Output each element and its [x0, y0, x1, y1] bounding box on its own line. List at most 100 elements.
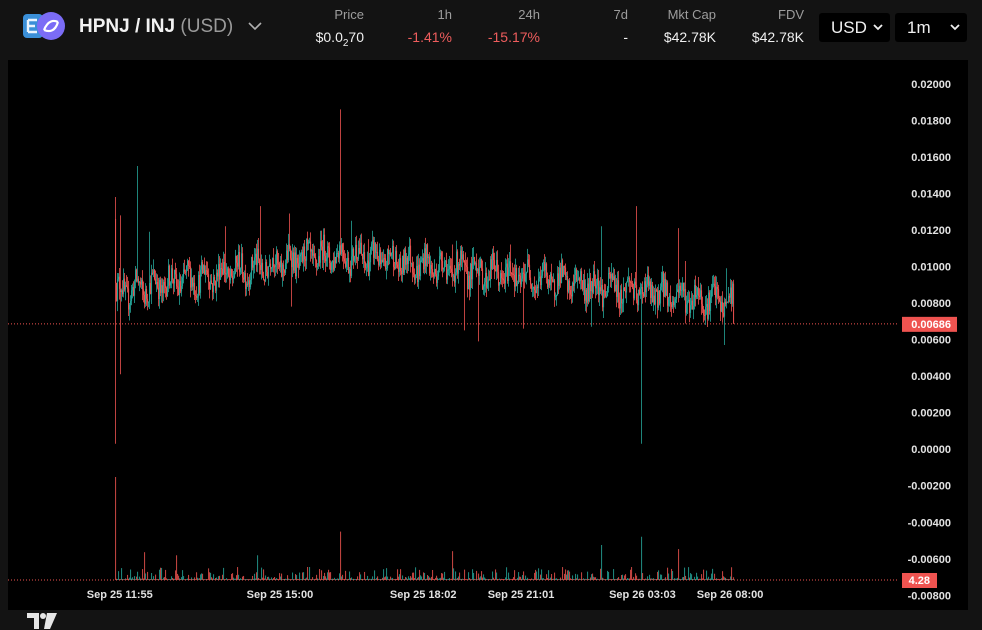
- candle-body: [568, 280, 570, 292]
- volume-bar: [209, 572, 211, 580]
- volume-bar: [274, 576, 276, 580]
- volume-bar: [514, 570, 516, 580]
- candle-body: [290, 248, 292, 259]
- candle-body: [236, 256, 238, 263]
- volume-bar: [155, 574, 157, 580]
- volume-bar: [669, 579, 671, 580]
- volume-bar: [277, 578, 279, 580]
- candle-body: [407, 257, 409, 264]
- volume-bar: [476, 570, 478, 580]
- candle-body: [372, 240, 374, 244]
- volume-bar: [244, 579, 246, 580]
- y-axis-tick-label: -0.00600: [908, 554, 951, 566]
- candle-body: [284, 270, 286, 273]
- volume-bar: [282, 579, 284, 580]
- candle-body: [579, 278, 581, 282]
- chevron-down-icon[interactable]: [247, 20, 263, 32]
- candle-body: [705, 306, 707, 316]
- volume-bar: [518, 572, 520, 580]
- candle-body: [182, 277, 184, 287]
- volume-bar: [631, 567, 633, 580]
- volume-bar: [649, 574, 651, 580]
- candle-body: [486, 272, 488, 288]
- candle-body: [364, 252, 366, 263]
- volume-bar: [123, 579, 125, 580]
- candle-body: [237, 262, 239, 267]
- candle-body: [254, 257, 256, 266]
- volume-bar: [374, 570, 376, 580]
- candle-body: [554, 280, 556, 297]
- candle-body: [251, 257, 253, 281]
- volume-bar: [233, 577, 235, 580]
- volume-bar: [609, 579, 611, 580]
- candle-body: [318, 256, 320, 267]
- candle-body: [169, 265, 171, 286]
- volume-bar: [468, 572, 470, 580]
- candle-body: [692, 300, 694, 310]
- candle-body: [192, 277, 194, 287]
- price-chart[interactable]: 0.02000 0.01800 0.01600 0.01400 0.01200 0.010…: [8, 60, 968, 610]
- candle-body: [207, 270, 209, 275]
- candle-body: [152, 272, 154, 274]
- stat-label: Price: [334, 7, 364, 22]
- volume-bar: [435, 577, 437, 580]
- candle-body: [120, 288, 122, 293]
- volume-bar: [216, 577, 218, 580]
- candle-body: [726, 301, 728, 305]
- candle-body: [356, 244, 358, 259]
- candle-body: [453, 275, 455, 277]
- candle-body: [426, 244, 428, 267]
- volume-bar: [700, 578, 702, 580]
- candle-body: [612, 273, 614, 281]
- candle-body: [400, 258, 402, 271]
- candle-body: [699, 295, 701, 297]
- candle-body: [131, 290, 133, 302]
- volume-bar: [581, 572, 583, 580]
- candle-body: [160, 279, 162, 293]
- volume-bar: [319, 569, 321, 580]
- candle-body: [138, 278, 140, 284]
- volume-bar: [197, 577, 199, 580]
- candle-body: [708, 292, 710, 319]
- candle-body: [617, 280, 619, 297]
- candle-body: [627, 278, 629, 283]
- candle-body: [393, 245, 395, 267]
- volume-bar: [566, 574, 568, 580]
- volume-bar: [288, 578, 290, 580]
- candle-body: [549, 279, 551, 286]
- volume-bar: [160, 567, 162, 580]
- volume-bar: [478, 573, 480, 580]
- candle-body: [373, 240, 375, 258]
- volume-bar: [357, 576, 359, 580]
- volume-bar: [616, 579, 618, 580]
- candle-body: [683, 282, 685, 292]
- volume-bar: [342, 574, 344, 580]
- candle-body: [482, 268, 484, 290]
- volume-bar: [674, 578, 676, 580]
- candle-body: [583, 279, 585, 290]
- y-axis-tick-label: 0.00400: [911, 371, 951, 383]
- candle-body: [650, 281, 652, 298]
- volume-bar: [730, 576, 732, 580]
- candle-body: [325, 255, 327, 262]
- candle-body: [494, 260, 496, 270]
- volume-bar: [485, 578, 487, 580]
- volume-bar: [585, 578, 587, 580]
- currency-select[interactable]: USD: [819, 13, 890, 42]
- candle-body: [665, 278, 667, 296]
- candle-body: [661, 282, 663, 287]
- candle-body: [533, 286, 535, 289]
- candle-body: [306, 238, 308, 261]
- candle-body: [404, 249, 406, 273]
- candle-body: [401, 270, 403, 275]
- volume-bar: [438, 579, 440, 580]
- volume-bar: [685, 575, 687, 580]
- candle-body: [573, 282, 575, 286]
- candle-body: [461, 250, 463, 260]
- candle-body: [535, 290, 537, 293]
- volume-bar: [182, 570, 184, 580]
- candle-body: [436, 274, 438, 283]
- price-suffix: 70: [348, 29, 364, 45]
- interval-select[interactable]: 1m: [895, 13, 967, 42]
- chart-panel[interactable]: 0.02000 0.01800 0.01600 0.01400 0.01200 0.010…: [8, 60, 968, 629]
